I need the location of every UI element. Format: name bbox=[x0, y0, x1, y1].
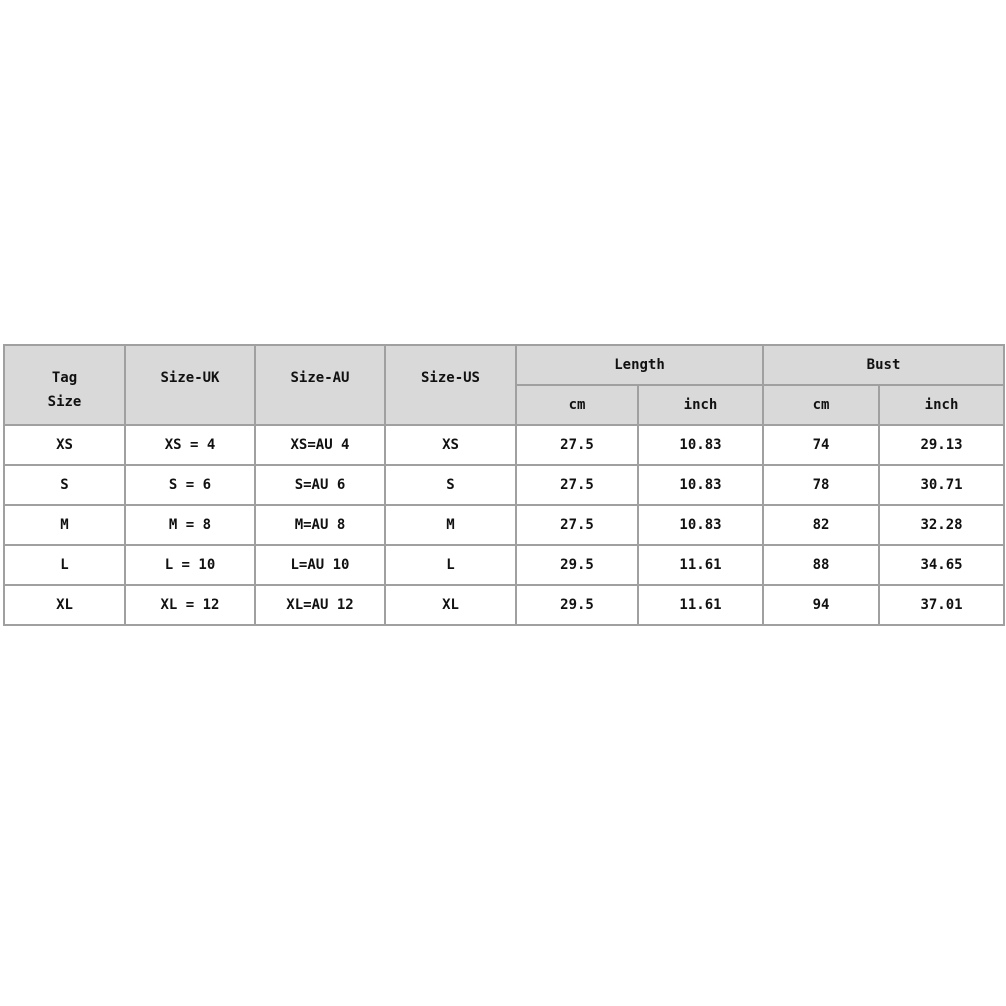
cell-length-inch: 11.61 bbox=[636, 544, 765, 586]
header-length: Length bbox=[514, 344, 765, 386]
cell-uk: XL = 12 bbox=[124, 584, 256, 626]
cell-bust-inch: 34.65 bbox=[878, 544, 1006, 586]
header-bust-inch: inch bbox=[878, 384, 1006, 426]
cell-bust-inch: 30.71 bbox=[878, 464, 1006, 506]
cell-us: S bbox=[384, 464, 517, 506]
header-tag-size: Tag Size bbox=[3, 344, 126, 426]
cell-bust-inch: 32.28 bbox=[878, 504, 1006, 546]
cell-tag: M bbox=[3, 504, 126, 546]
cell-au: M=AU 8 bbox=[254, 504, 386, 546]
cell-length-inch: 10.83 bbox=[636, 504, 765, 546]
header-length-cm: cm bbox=[515, 384, 639, 426]
cell-au: XL=AU 12 bbox=[254, 584, 386, 626]
header-bust-cm: cm bbox=[762, 384, 881, 426]
cell-us: XL bbox=[384, 584, 517, 626]
header-size-au: Size-AU bbox=[254, 344, 386, 426]
cell-tag: XL bbox=[3, 584, 126, 626]
table-row: XL XL = 12 XL=AU 12 XL 29.5 11.61 94 37.01 bbox=[3, 584, 1006, 626]
cell-length-inch: 10.83 bbox=[636, 424, 765, 466]
cell-us: M bbox=[384, 504, 517, 546]
header-length-inch: inch bbox=[636, 384, 765, 426]
cell-bust-inch: 37.01 bbox=[878, 584, 1006, 626]
cell-tag: L bbox=[3, 544, 126, 586]
cell-uk: M = 8 bbox=[124, 504, 256, 546]
cell-tag: XS bbox=[3, 424, 126, 466]
header-bust: Bust bbox=[762, 344, 1006, 386]
cell-au: XS=AU 4 bbox=[254, 424, 386, 466]
cell-length-inch: 11.61 bbox=[636, 584, 765, 626]
cell-bust-cm: 88 bbox=[762, 544, 881, 586]
cell-length-cm: 27.5 bbox=[515, 464, 639, 506]
cell-length-cm: 29.5 bbox=[515, 584, 639, 626]
header-tag-label: Tag bbox=[51, 370, 78, 386]
cell-uk: S = 6 bbox=[124, 464, 256, 506]
header-size-label: Size bbox=[47, 394, 82, 410]
header-size-us: Size-US bbox=[384, 344, 517, 426]
cell-bust-cm: 74 bbox=[762, 424, 881, 466]
header-row: Tag Size Size-UK Size-AU Size-US Length … bbox=[3, 344, 1006, 426]
cell-au: L=AU 10 bbox=[254, 544, 386, 586]
cell-us: L bbox=[384, 544, 517, 586]
cell-bust-cm: 94 bbox=[762, 584, 881, 626]
size-chart-table: Tag Size Size-UK Size-AU Size-US Length … bbox=[3, 344, 1006, 626]
cell-length-cm: 29.5 bbox=[515, 544, 639, 586]
cell-bust-inch: 29.13 bbox=[878, 424, 1006, 466]
cell-us: XS bbox=[384, 424, 517, 466]
subheader-row: cm inch cm inch bbox=[4, 384, 1006, 426]
header-size-uk: Size-UK bbox=[124, 344, 256, 426]
cell-uk: XS = 4 bbox=[124, 424, 256, 466]
cell-tag: S bbox=[3, 464, 126, 506]
table-row: XS XS = 4 XS=AU 4 XS 27.5 10.83 74 29.13 bbox=[3, 424, 1006, 466]
cell-length-inch: 10.83 bbox=[636, 464, 765, 506]
cell-length-cm: 27.5 bbox=[515, 424, 639, 466]
cell-length-cm: 27.5 bbox=[515, 504, 639, 546]
cell-bust-cm: 78 bbox=[762, 464, 881, 506]
cell-uk: L = 10 bbox=[124, 544, 256, 586]
cell-au: S=AU 6 bbox=[254, 464, 386, 506]
cell-bust-cm: 82 bbox=[762, 504, 881, 546]
